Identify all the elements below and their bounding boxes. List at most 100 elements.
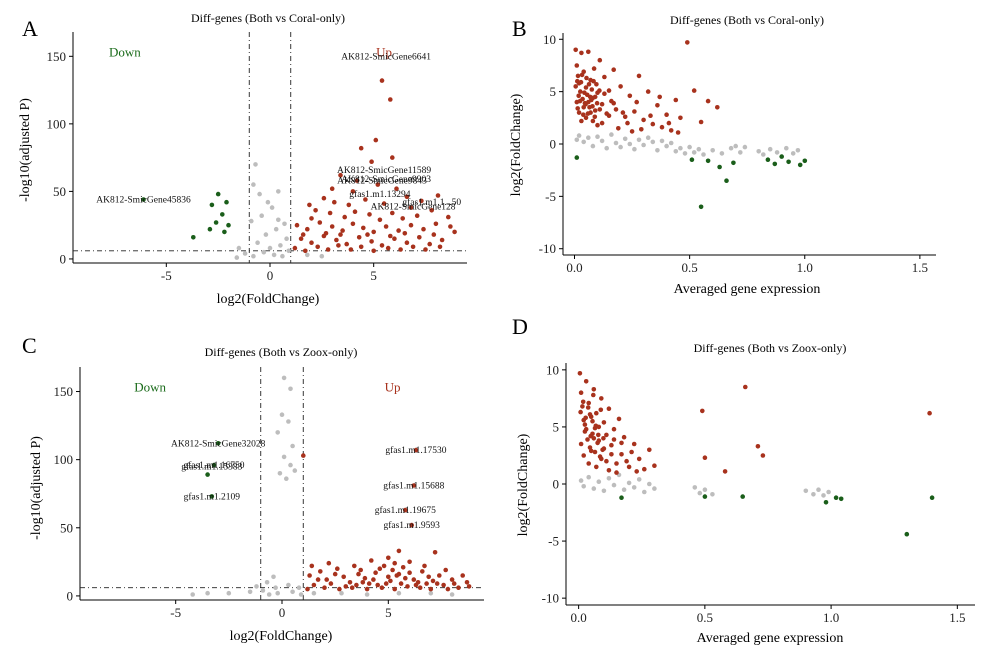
panel-c-point-up <box>466 584 472 589</box>
panel-b-x-tick-label: 1.5 <box>912 260 928 275</box>
panel-b-point-ns <box>673 149 679 154</box>
panel-d-x-tick-label: 1.5 <box>949 610 965 625</box>
panel-b-point-up <box>597 107 603 112</box>
panel-b-point-up <box>657 94 662 100</box>
panel-d-x-tick-label: 0.5 <box>697 610 713 625</box>
panel-c-point-up <box>354 582 359 588</box>
panel-d-point-up <box>577 371 583 376</box>
panel-d-point-up <box>604 458 609 464</box>
panel-a-point-up <box>338 172 343 178</box>
panel-c-down-label: Down <box>134 380 166 395</box>
panel-b-point-up <box>578 89 583 94</box>
panel-d-point-up <box>594 464 599 470</box>
panel-d-point-up <box>647 447 652 453</box>
panel-c-point-ns <box>190 592 195 597</box>
panel-b-point-up <box>592 114 598 120</box>
panel-a-point-up <box>383 224 389 229</box>
panel-d-point-up <box>616 416 622 422</box>
panel-b-point-up <box>583 85 589 90</box>
panel-d-point-up <box>591 392 596 398</box>
panel-b-point-up <box>641 117 646 123</box>
panel-b-point-ns <box>738 150 743 155</box>
panel-c-point-up <box>420 569 425 574</box>
panel-c-point-up <box>318 569 323 574</box>
panel-b-point-ns <box>678 145 683 151</box>
panel-a-point-up <box>388 97 393 102</box>
panel-d-point-up <box>587 412 593 417</box>
panel-a-point-up <box>435 193 441 198</box>
panel-a-point-ns <box>273 226 279 232</box>
panel-d-point-up <box>578 390 584 396</box>
panel-a-point-up <box>398 247 403 252</box>
panel-c-point-ns <box>277 471 283 476</box>
panel-c-point-up <box>343 584 349 589</box>
panel-c-y-tick-label: 0 <box>67 588 74 603</box>
panel-letter-b: B <box>512 16 527 41</box>
panel-d: D Diff-genes (Both vs Zoox-only) Average… <box>512 314 975 646</box>
panel-c-gene-label: AK812-SmicGene32028 <box>171 439 266 449</box>
panel-b-point-up <box>673 97 679 103</box>
panel-a-point-up <box>344 241 350 247</box>
panel-a-point-up <box>392 236 397 241</box>
panel-c-point-up <box>307 573 312 578</box>
panel-c-point-up <box>405 584 410 589</box>
panel-d-point-up <box>652 463 657 469</box>
panel-b-x-tick-label: 0.0 <box>566 260 582 275</box>
panel-b-point-ns <box>767 146 773 152</box>
panel-d-point-up <box>642 466 647 472</box>
panel-c-point-up <box>403 575 408 581</box>
panel-a-gene-label: AK812-SmicGene11589 <box>337 166 431 176</box>
panel-a-point-ns <box>259 213 265 218</box>
panel-d-point-up <box>588 433 593 439</box>
panel-a-point-up <box>358 145 364 151</box>
panel-b-point-down <box>689 157 695 162</box>
panel-c-point-ns <box>273 585 278 590</box>
panel-a-gene-label: AK812-SmicGene9843 <box>337 177 427 187</box>
panel-d-point-down <box>929 495 935 501</box>
panel-b-point-down <box>772 161 778 167</box>
panel-d-point-up <box>634 469 639 474</box>
panel-d-point-up <box>578 409 583 415</box>
panel-c-x-tick-label: 0 <box>279 605 286 620</box>
panel-a-point-up <box>356 235 362 240</box>
panel-a-gene-label: gfas1.m1.13294 <box>349 189 410 200</box>
panel-a-point-up <box>400 216 406 221</box>
panel-a-y-tick-label: 0 <box>60 251 67 266</box>
panel-b-y-tick-label: 0 <box>550 137 557 152</box>
panel-a-point-up <box>313 208 318 213</box>
panel-c-title: Diff-genes (Both vs Zoox-only) <box>205 345 358 359</box>
panel-d-point-up <box>760 453 766 458</box>
panel-d-point-up <box>700 408 705 414</box>
panel-c-point-up <box>428 586 434 592</box>
panel-d-point-ns <box>596 479 602 485</box>
panel-a-point-up <box>388 233 393 239</box>
panel-a-point-up <box>427 241 433 247</box>
panel-a-point-up <box>439 237 445 243</box>
panel-d-point-up <box>606 406 612 412</box>
panel-b-point-up <box>592 108 598 113</box>
panel-c-point-ns <box>428 590 434 596</box>
panel-b-point-ns <box>586 135 591 140</box>
panel-c-gene-label: gfas1.m1.19675 <box>375 505 436 516</box>
panel-c-point-up <box>322 585 327 590</box>
panel-d-point-up <box>581 453 586 458</box>
panel-b-point-down <box>802 158 808 164</box>
panel-d-y-tick-label: 10 <box>546 362 559 377</box>
panel-d-point-ns <box>697 490 703 496</box>
panel-b-point-ns <box>687 144 692 150</box>
panel-d-point-up <box>578 441 584 447</box>
panel-b-point-up <box>648 113 653 118</box>
panel-b-point-up <box>599 101 605 107</box>
panel-b-point-up <box>594 82 599 87</box>
panel-c-point-up <box>358 567 364 573</box>
panel-b-point-ns <box>576 133 582 138</box>
panel-c-point-ns <box>311 590 317 596</box>
panel-b-point-up <box>576 93 581 99</box>
panel-a-point-up <box>379 78 385 83</box>
panel-c-point-up <box>392 586 398 592</box>
panel-d-point-up <box>927 410 932 416</box>
panel-c-point-up <box>366 581 372 586</box>
panel-c-point-ns <box>281 454 287 460</box>
panel-d-point-up <box>619 440 624 446</box>
panel-d-point-ns <box>652 486 657 491</box>
